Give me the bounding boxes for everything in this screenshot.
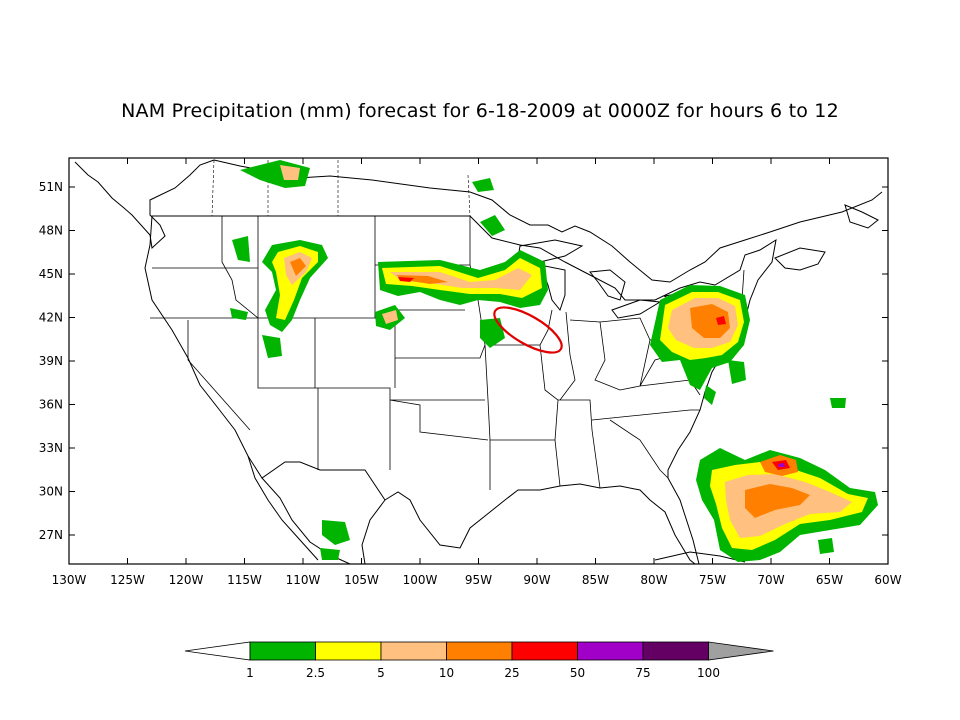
lon-tick-label: 105W bbox=[344, 573, 379, 587]
precip-shading bbox=[230, 160, 878, 562]
highlight-ellipse bbox=[493, 306, 563, 354]
lat-tick-label: 48N bbox=[39, 224, 63, 238]
page-title: NAM Precipitation (mm) forecast for 6-18… bbox=[121, 100, 839, 122]
colorbar-label: 10 bbox=[439, 666, 454, 680]
latitude-axis: 51N 48N 45N 42N 39N 36N 33N 30N 27N bbox=[39, 180, 888, 542]
lat-tick-label: 30N bbox=[39, 485, 63, 499]
lat-tick-label: 27N bbox=[39, 528, 63, 542]
colorbar-swatch bbox=[642, 641, 709, 661]
colorbar-label: 2.5 bbox=[306, 666, 325, 680]
colorbar-swatch bbox=[446, 641, 513, 661]
colorbar-label: 1 bbox=[246, 666, 254, 680]
colorbar-swatch bbox=[511, 641, 578, 661]
colorbar-swatch bbox=[315, 641, 382, 661]
colorbar-high-end bbox=[708, 641, 774, 661]
province-boundaries bbox=[211, 159, 471, 217]
map-content bbox=[74, 159, 883, 564]
lon-tick-label: 110W bbox=[286, 573, 321, 587]
lat-tick-label: 45N bbox=[39, 267, 63, 281]
colorbar-label: 100 bbox=[697, 666, 720, 680]
colorbar-label: 75 bbox=[635, 666, 650, 680]
colorbar-swatch bbox=[380, 641, 447, 661]
lat-tick-label: 39N bbox=[39, 354, 63, 368]
colorbar-label: 5 bbox=[377, 666, 385, 680]
lon-tick-label: 100W bbox=[403, 573, 438, 587]
lat-tick-label: 51N bbox=[39, 180, 63, 194]
lon-tick-label: 65W bbox=[816, 573, 843, 587]
lat-tick-label: 36N bbox=[39, 398, 63, 412]
lon-tick-label: 130W bbox=[52, 573, 87, 587]
lon-tick-label: 95W bbox=[465, 573, 492, 587]
colorbar-label: 50 bbox=[570, 666, 585, 680]
lon-tick-label: 115W bbox=[227, 573, 262, 587]
lon-tick-label: 80W bbox=[640, 573, 667, 587]
lat-tick-label: 42N bbox=[39, 311, 63, 325]
lon-tick-label: 120W bbox=[169, 573, 204, 587]
lon-tick-label: 125W bbox=[110, 573, 145, 587]
colorbar-swatch bbox=[249, 641, 316, 661]
lon-tick-label: 85W bbox=[582, 573, 609, 587]
lat-tick-label: 33N bbox=[39, 441, 63, 455]
colorbar: 1 2.5 5 10 25 50 75 100 bbox=[184, 641, 774, 680]
canada-landmass bbox=[74, 159, 883, 283]
longitude-axis: 130W 125W 120W 115W 110W 105W 100W 95W 90W 85W 80W… bbox=[52, 158, 902, 587]
cuba-island bbox=[654, 551, 746, 563]
us-outline bbox=[144, 215, 777, 564]
lon-tick-label: 75W bbox=[699, 573, 726, 587]
lon-tick-label: 70W bbox=[757, 573, 784, 587]
lon-tick-label: 90W bbox=[523, 573, 550, 587]
colorbar-label: 25 bbox=[504, 666, 519, 680]
colorbar-low-end bbox=[184, 641, 251, 661]
colorbar-swatch bbox=[577, 641, 644, 661]
great-lakes bbox=[517, 239, 702, 319]
lon-tick-label: 60W bbox=[874, 573, 901, 587]
